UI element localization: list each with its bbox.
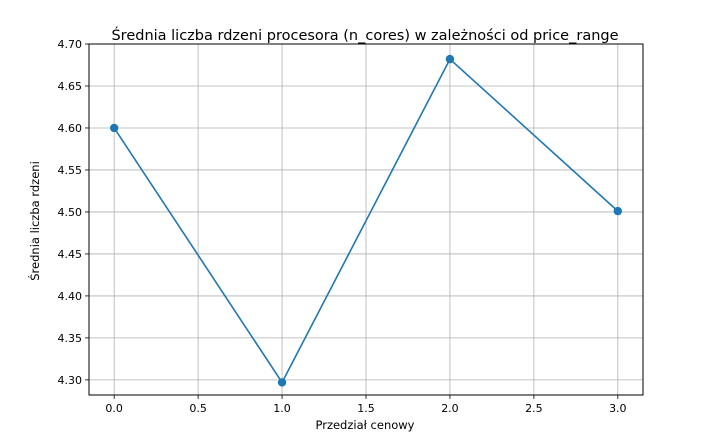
grid — [89, 43, 643, 395]
x-tick-label: 1.0 — [273, 402, 291, 415]
x-tick-label: 2.5 — [525, 402, 543, 415]
y-axis-label: Średnia liczba rdzeni — [27, 161, 42, 281]
series-line — [113, 57, 619, 384]
x-tick-label: 3.0 — [609, 402, 627, 415]
y-tick-label: 4.65 — [58, 80, 83, 93]
x-tick-label: 0.0 — [105, 402, 123, 415]
y-tick-label: 4.55 — [58, 164, 83, 177]
chart-title: Średnia liczba rdzeni procesora (n_cores… — [111, 26, 618, 44]
y-tick-label: 4.45 — [58, 248, 83, 261]
y-axis: 4.30 4.35 4.40 4.45 4.50 4.55 4.60 4.65 4.70 — [58, 38, 89, 387]
y-tick-label: 4.40 — [58, 290, 83, 303]
x-tick-label: 1.5 — [357, 402, 375, 415]
y-tick-label: 4.60 — [58, 122, 83, 135]
x-axis: 0.0 0.5 1.0 1.5 2.0 2.5 3.0 — [105, 395, 627, 415]
data-point — [445, 54, 455, 64]
x-tick-label: 2.0 — [441, 402, 459, 415]
series — [109, 54, 623, 387]
data-point — [277, 378, 287, 387]
data-point — [109, 123, 119, 133]
y-tick-label: 4.70 — [58, 38, 83, 51]
y-tick-label: 4.35 — [58, 332, 83, 345]
y-tick-label: 4.30 — [58, 374, 83, 387]
y-tick-label: 4.50 — [58, 206, 83, 219]
data-point — [613, 206, 623, 216]
x-axis-label: Przedział cenowy — [315, 418, 414, 432]
x-tick-label: 0.5 — [189, 402, 207, 415]
